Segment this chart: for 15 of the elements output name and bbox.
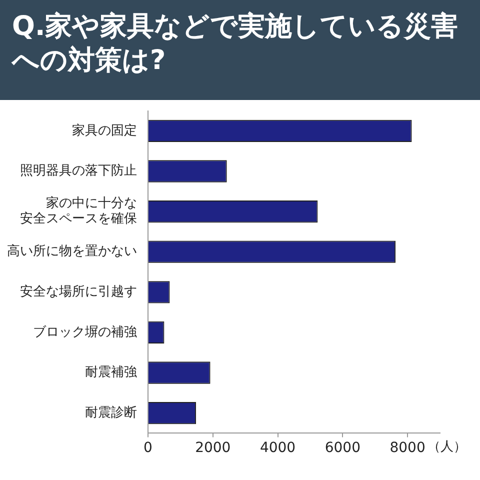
y-tick-label: 安全な場所に引越す bbox=[20, 284, 137, 300]
x-tick-label: 6000 bbox=[324, 440, 360, 456]
y-tick-label: 耐震補強 bbox=[85, 365, 137, 380]
y-tick-label: 家の中に十分な安全スペースを確保 bbox=[20, 195, 137, 227]
y-tick-label: 耐震診断 bbox=[85, 405, 137, 420]
y-tick-label: 照明器具の落下防止 bbox=[20, 164, 137, 179]
x-tick-label: 8000 bbox=[390, 440, 426, 456]
x-tick-label: 0 bbox=[144, 440, 152, 456]
y-tick-label: 家具の固定 bbox=[72, 122, 137, 138]
y-tick-label: 高い所に物を置かない bbox=[7, 243, 137, 260]
x-tick-label: 2000 bbox=[195, 440, 231, 456]
x-tick-label: 4000 bbox=[260, 440, 296, 456]
chart-title: Q.家や家具などで実施している災害への対策は? bbox=[0, 0, 480, 100]
x-axis-title: （人） bbox=[428, 440, 467, 455]
y-tick-label: ブロック塀の補強 bbox=[33, 324, 137, 340]
